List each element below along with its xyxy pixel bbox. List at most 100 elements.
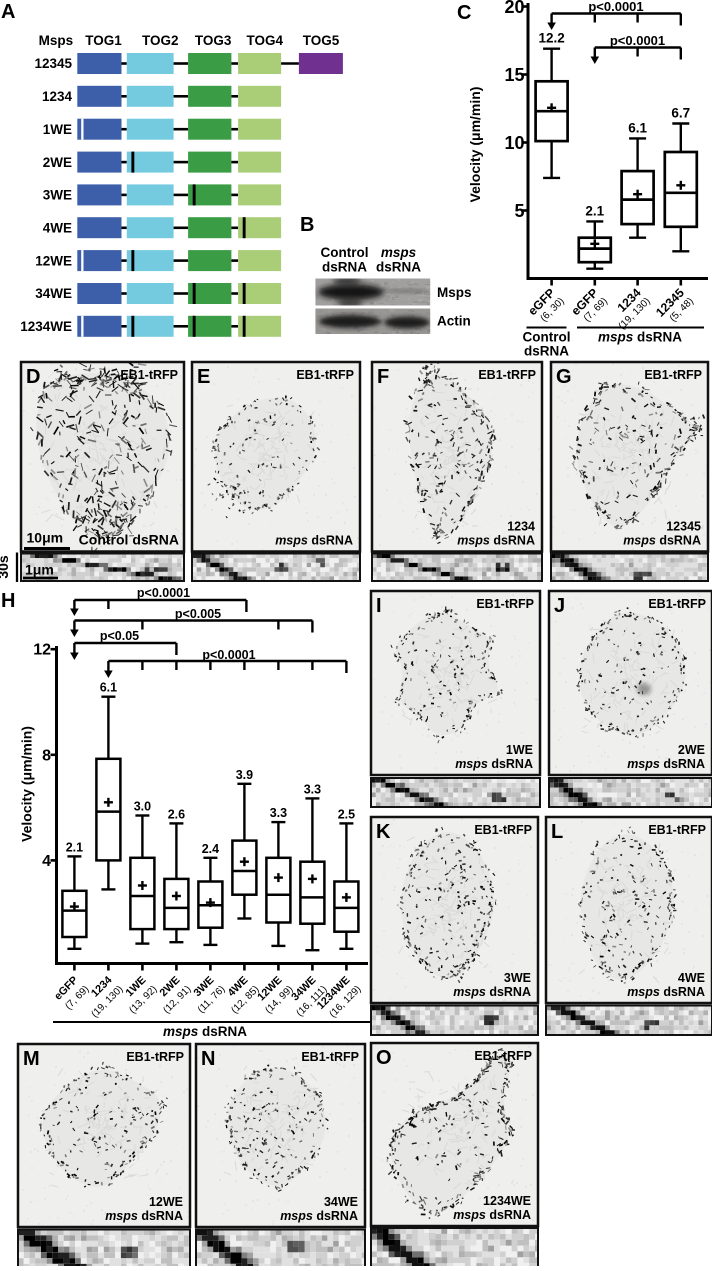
- svg-text:msps dsRNA: msps dsRNA: [275, 534, 353, 548]
- svg-text:10μm: 10μm: [27, 530, 64, 546]
- svg-text:N: N: [201, 1048, 215, 1070]
- svg-text:EB1-tRFP: EB1-tRFP: [126, 1050, 184, 1064]
- svg-text:Actin: Actin: [437, 314, 471, 329]
- svg-text:12345: 12345: [666, 520, 701, 534]
- svg-text:4WE: 4WE: [678, 971, 705, 985]
- svg-text:EB1-tRFP: EB1-tRFP: [301, 1050, 359, 1064]
- svg-text:K: K: [376, 821, 391, 843]
- svg-text:p<0.005: p<0.005: [175, 607, 221, 621]
- svg-text:10: 10: [504, 133, 524, 153]
- svg-text:12: 12: [33, 642, 51, 659]
- svg-text:A: A: [1, 1, 15, 23]
- svg-text:2WE: 2WE: [43, 155, 72, 170]
- svg-text:msps dsRNA: msps dsRNA: [623, 534, 701, 548]
- svg-text:F: F: [377, 366, 389, 388]
- svg-text:TOG1: TOG1: [85, 33, 122, 48]
- svg-text:TOG3: TOG3: [195, 33, 232, 48]
- svg-text:EB1-tRFP: EB1-tRFP: [476, 597, 534, 611]
- svg-text:p<0.0001: p<0.0001: [202, 648, 255, 662]
- svg-text:dsRNA: dsRNA: [322, 260, 367, 275]
- svg-text:EB1-tRFP: EB1-tRFP: [474, 823, 532, 837]
- svg-text:TOG2: TOG2: [142, 33, 179, 48]
- svg-text:2.4: 2.4: [202, 842, 219, 856]
- svg-text:2.1: 2.1: [585, 203, 604, 218]
- svg-text:M: M: [23, 1048, 40, 1070]
- svg-text:Velocity (μm/min): Velocity (μm/min): [467, 87, 483, 203]
- svg-text:msps dsRNA: msps dsRNA: [457, 534, 535, 548]
- svg-text:2.5: 2.5: [338, 807, 355, 821]
- svg-text:1234: 1234: [507, 520, 535, 534]
- svg-text:1WE: 1WE: [43, 122, 72, 137]
- svg-text:15: 15: [504, 65, 524, 85]
- svg-text:Control: Control: [321, 245, 369, 260]
- svg-text:p<0.0001: p<0.0001: [588, 0, 643, 14]
- svg-text:EB1-tRFP: EB1-tRFP: [474, 1049, 532, 1063]
- svg-text:EB1-tRFP: EB1-tRFP: [478, 368, 536, 382]
- svg-text:C: C: [457, 2, 471, 24]
- svg-text:12WE: 12WE: [149, 1195, 183, 1209]
- svg-text:I: I: [376, 595, 382, 617]
- svg-text:34WE: 34WE: [35, 286, 72, 301]
- svg-text:msps dsRNA: msps dsRNA: [455, 757, 533, 771]
- svg-text:L: L: [551, 821, 563, 843]
- svg-text:6.1: 6.1: [628, 120, 647, 135]
- svg-text:1WE: 1WE: [506, 743, 533, 757]
- svg-text:20: 20: [504, 0, 524, 17]
- svg-text:EB1-tRFP: EB1-tRFP: [648, 823, 706, 837]
- svg-text:Msps: Msps: [39, 33, 74, 48]
- svg-text:EB1-tRFP: EB1-tRFP: [648, 597, 706, 611]
- svg-text:G: G: [556, 366, 572, 388]
- svg-text:O: O: [376, 1047, 392, 1069]
- svg-text:D: D: [26, 366, 40, 388]
- svg-text:12.2: 12.2: [538, 31, 564, 46]
- svg-text:3.9: 3.9: [236, 768, 253, 782]
- svg-text:4: 4: [42, 853, 51, 870]
- svg-text:5: 5: [514, 201, 524, 221]
- svg-text:H: H: [1, 590, 15, 612]
- svg-text:msps dsRNA: msps dsRNA: [280, 1209, 358, 1223]
- svg-text:msps dsRNA: msps dsRNA: [453, 985, 531, 999]
- svg-text:1234: 1234: [42, 89, 73, 104]
- svg-text:30s: 30s: [0, 555, 11, 579]
- svg-text:1234WE: 1234WE: [20, 319, 72, 334]
- svg-text:msps dsRNA: msps dsRNA: [627, 985, 705, 999]
- svg-text:34WE: 34WE: [324, 1195, 358, 1209]
- svg-text:2.1: 2.1: [66, 840, 83, 854]
- svg-text:p<0.0001: p<0.0001: [610, 33, 665, 48]
- svg-text:3.0: 3.0: [134, 800, 151, 814]
- svg-text:TOG5: TOG5: [303, 33, 340, 48]
- svg-text:12WE: 12WE: [35, 253, 72, 268]
- svg-text:msps dsRNA: msps dsRNA: [163, 1024, 247, 1039]
- svg-text:TOG4: TOG4: [247, 33, 284, 48]
- svg-text:p<0.0001: p<0.0001: [137, 586, 190, 600]
- svg-text:dsRNA: dsRNA: [524, 344, 569, 359]
- svg-text:B: B: [300, 214, 314, 236]
- svg-text:Control: Control: [523, 330, 571, 345]
- svg-text:EB1-tRFP: EB1-tRFP: [120, 368, 178, 382]
- svg-text:E: E: [197, 366, 210, 388]
- svg-text:6.7: 6.7: [671, 106, 690, 121]
- svg-text:2WE: 2WE: [678, 743, 705, 757]
- svg-text:2.6: 2.6: [168, 807, 185, 821]
- svg-text:3.3: 3.3: [270, 806, 287, 820]
- svg-text:1234WE: 1234WE: [483, 1194, 531, 1208]
- svg-text:Msps: Msps: [437, 285, 472, 300]
- svg-text:6.1: 6.1: [100, 681, 117, 695]
- svg-text:dsRNA: dsRNA: [376, 260, 421, 275]
- svg-text:Velocity (μm/min): Velocity (μm/min): [19, 726, 35, 842]
- svg-text:8: 8: [42, 747, 51, 764]
- svg-text:1μm: 1μm: [25, 562, 54, 578]
- svg-text:Control dsRNA: Control dsRNA: [79, 532, 179, 548]
- svg-text:msps: msps: [381, 245, 417, 260]
- svg-text:3WE: 3WE: [43, 188, 72, 203]
- svg-text:3.3: 3.3: [304, 782, 321, 796]
- svg-text:msps dsRNA: msps dsRNA: [105, 1209, 183, 1223]
- svg-text:4WE: 4WE: [43, 220, 72, 235]
- svg-text:p<0.05: p<0.05: [100, 629, 139, 643]
- svg-text:EB1-tRFP: EB1-tRFP: [296, 368, 354, 382]
- svg-text:12345: 12345: [34, 56, 72, 71]
- svg-text:msps dsRNA: msps dsRNA: [453, 1208, 531, 1222]
- svg-text:msps dsRNA: msps dsRNA: [627, 757, 705, 771]
- svg-text:EB1-tRFP: EB1-tRFP: [644, 368, 702, 382]
- svg-text:3WE: 3WE: [504, 971, 531, 985]
